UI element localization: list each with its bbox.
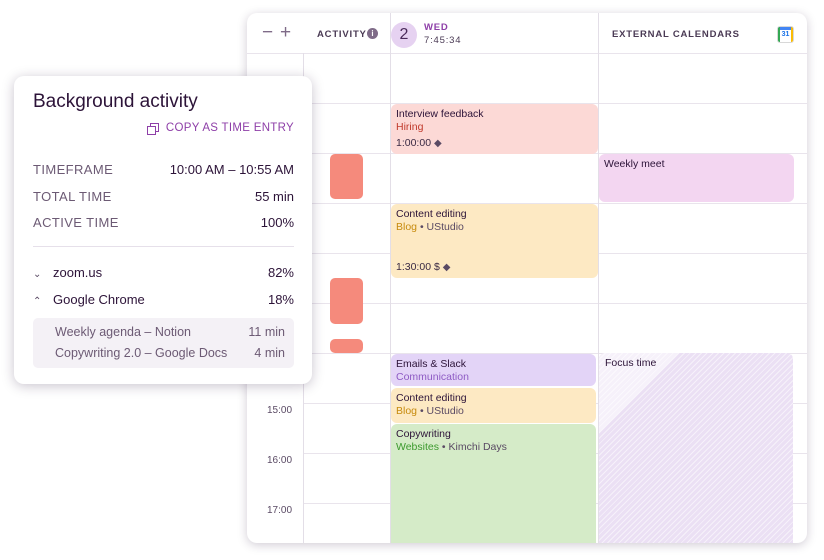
active-time-row: ACTIVE TIME 100%	[33, 215, 294, 230]
time-label-17: 17:00	[267, 505, 293, 516]
day-number[interactable]: 2	[391, 22, 417, 48]
event-interview-feedback[interactable]: Interview feedback Hiring 1:00:00 ◆	[391, 104, 598, 154]
list-item: Copywriting 2.0 – Google Docs 4 min	[55, 346, 285, 360]
copy-label: COPY AS TIME ENTRY	[165, 122, 294, 134]
time-label-16: 16:00	[267, 455, 293, 466]
info-icon[interactable]: i	[367, 28, 378, 39]
app-row-zoom[interactable]: ⌄ zoom.us 82%	[33, 265, 294, 280]
app-name: Google Chrome	[53, 292, 145, 307]
day-name: WED	[424, 22, 449, 33]
chevron-up-icon[interactable]: ⌃	[33, 296, 42, 307]
sub-item-time: 4 min	[254, 346, 285, 360]
sub-item-name: Copywriting 2.0 – Google Docs	[55, 346, 228, 360]
timeframe-label: TIMEFRAME	[33, 162, 114, 177]
event-title: Weekly meet	[604, 158, 665, 170]
event-client: UStudio	[426, 405, 464, 417]
event-content-editing[interactable]: Content editing Blog • UStudio 1:30:00 $…	[391, 204, 598, 278]
event-project: Blog	[396, 221, 418, 233]
event-title: Content editing	[396, 392, 467, 404]
event-project: Websites	[396, 441, 439, 453]
external-calendars-header: EXTERNAL CALENDARS	[612, 29, 740, 40]
event-client: UStudio	[426, 221, 464, 233]
zoom-out-button[interactable]: −	[262, 22, 274, 43]
time-label-15: 15:00	[267, 405, 293, 416]
activity-bar[interactable]	[330, 154, 363, 199]
calendar-view: − + ACTIVITY i 2 WED 7:45:34 EXTERNAL CA…	[247, 13, 807, 543]
panel-title: Background activity	[33, 91, 198, 112]
event-client: Kimchi Days	[448, 441, 507, 453]
event-content-editing-2[interactable]: Content editing Blog • UStudio	[391, 388, 596, 423]
activity-column-header: ACTIVITY	[317, 29, 367, 40]
zoom-in-button[interactable]: +	[280, 22, 292, 43]
event-copywriting[interactable]: Copywriting Websites • Kimchi Days	[391, 424, 596, 543]
chrome-details: Weekly agenda – Notion 11 min Copywritin…	[33, 318, 294, 368]
total-time-value: 55 min	[254, 189, 294, 204]
divider	[33, 246, 294, 247]
current-time: 7:45:34	[424, 35, 462, 46]
chevron-down-icon[interactable]: ⌄	[33, 269, 42, 280]
app-percent: 82%	[267, 265, 294, 280]
copy-as-time-entry-button[interactable]: COPY AS TIME ENTRY	[146, 122, 294, 135]
event-title: Content editing	[396, 208, 467, 220]
activity-bar[interactable]	[330, 339, 363, 353]
activity-bar[interactable]	[330, 278, 363, 324]
total-time-row: TOTAL TIME 55 min	[33, 189, 294, 204]
tag-icon: ◆	[433, 138, 442, 149]
active-time-label: ACTIVE TIME	[33, 215, 119, 230]
event-project: Communication	[396, 371, 469, 383]
event-title: Copywriting	[396, 428, 451, 440]
sub-item-time: 11 min	[248, 325, 285, 339]
active-time-value: 100%	[260, 215, 294, 230]
event-title: Interview feedback	[396, 108, 484, 120]
timeframe-value: 10:00 AM – 10:55 AM	[169, 162, 294, 177]
event-emails-slack[interactable]: Emails & Slack Communication	[391, 354, 596, 386]
event-title: Emails & Slack	[396, 358, 467, 370]
timeframe-row: TIMEFRAME 10:00 AM – 10:55 AM	[33, 162, 294, 177]
app-percent: 18%	[267, 292, 294, 307]
google-calendar-icon[interactable]: 31	[777, 26, 794, 43]
event-duration: 1:30:00	[396, 261, 432, 273]
sub-item-name: Weekly agenda – Notion	[55, 325, 191, 339]
total-time-label: TOTAL TIME	[33, 189, 112, 204]
copy-icon	[146, 122, 159, 135]
event-title: Focus time	[605, 357, 657, 369]
app-row-chrome[interactable]: ⌃ Google Chrome 18%	[33, 292, 294, 307]
app-name: zoom.us	[53, 265, 103, 280]
list-item: Weekly agenda – Notion 11 min	[55, 325, 285, 339]
event-project: Hiring	[396, 121, 424, 133]
background-activity-panel: Background activity COPY AS TIME ENTRY T…	[14, 76, 312, 384]
event-project: Blog	[396, 405, 418, 417]
event-focus-time[interactable]: Focus time	[599, 353, 793, 543]
tag-icon: ◆	[442, 262, 451, 273]
billable-icon: $	[433, 261, 440, 273]
event-duration: 1:00:00	[396, 137, 432, 149]
event-weekly-meet[interactable]: Weekly meet	[599, 154, 794, 202]
